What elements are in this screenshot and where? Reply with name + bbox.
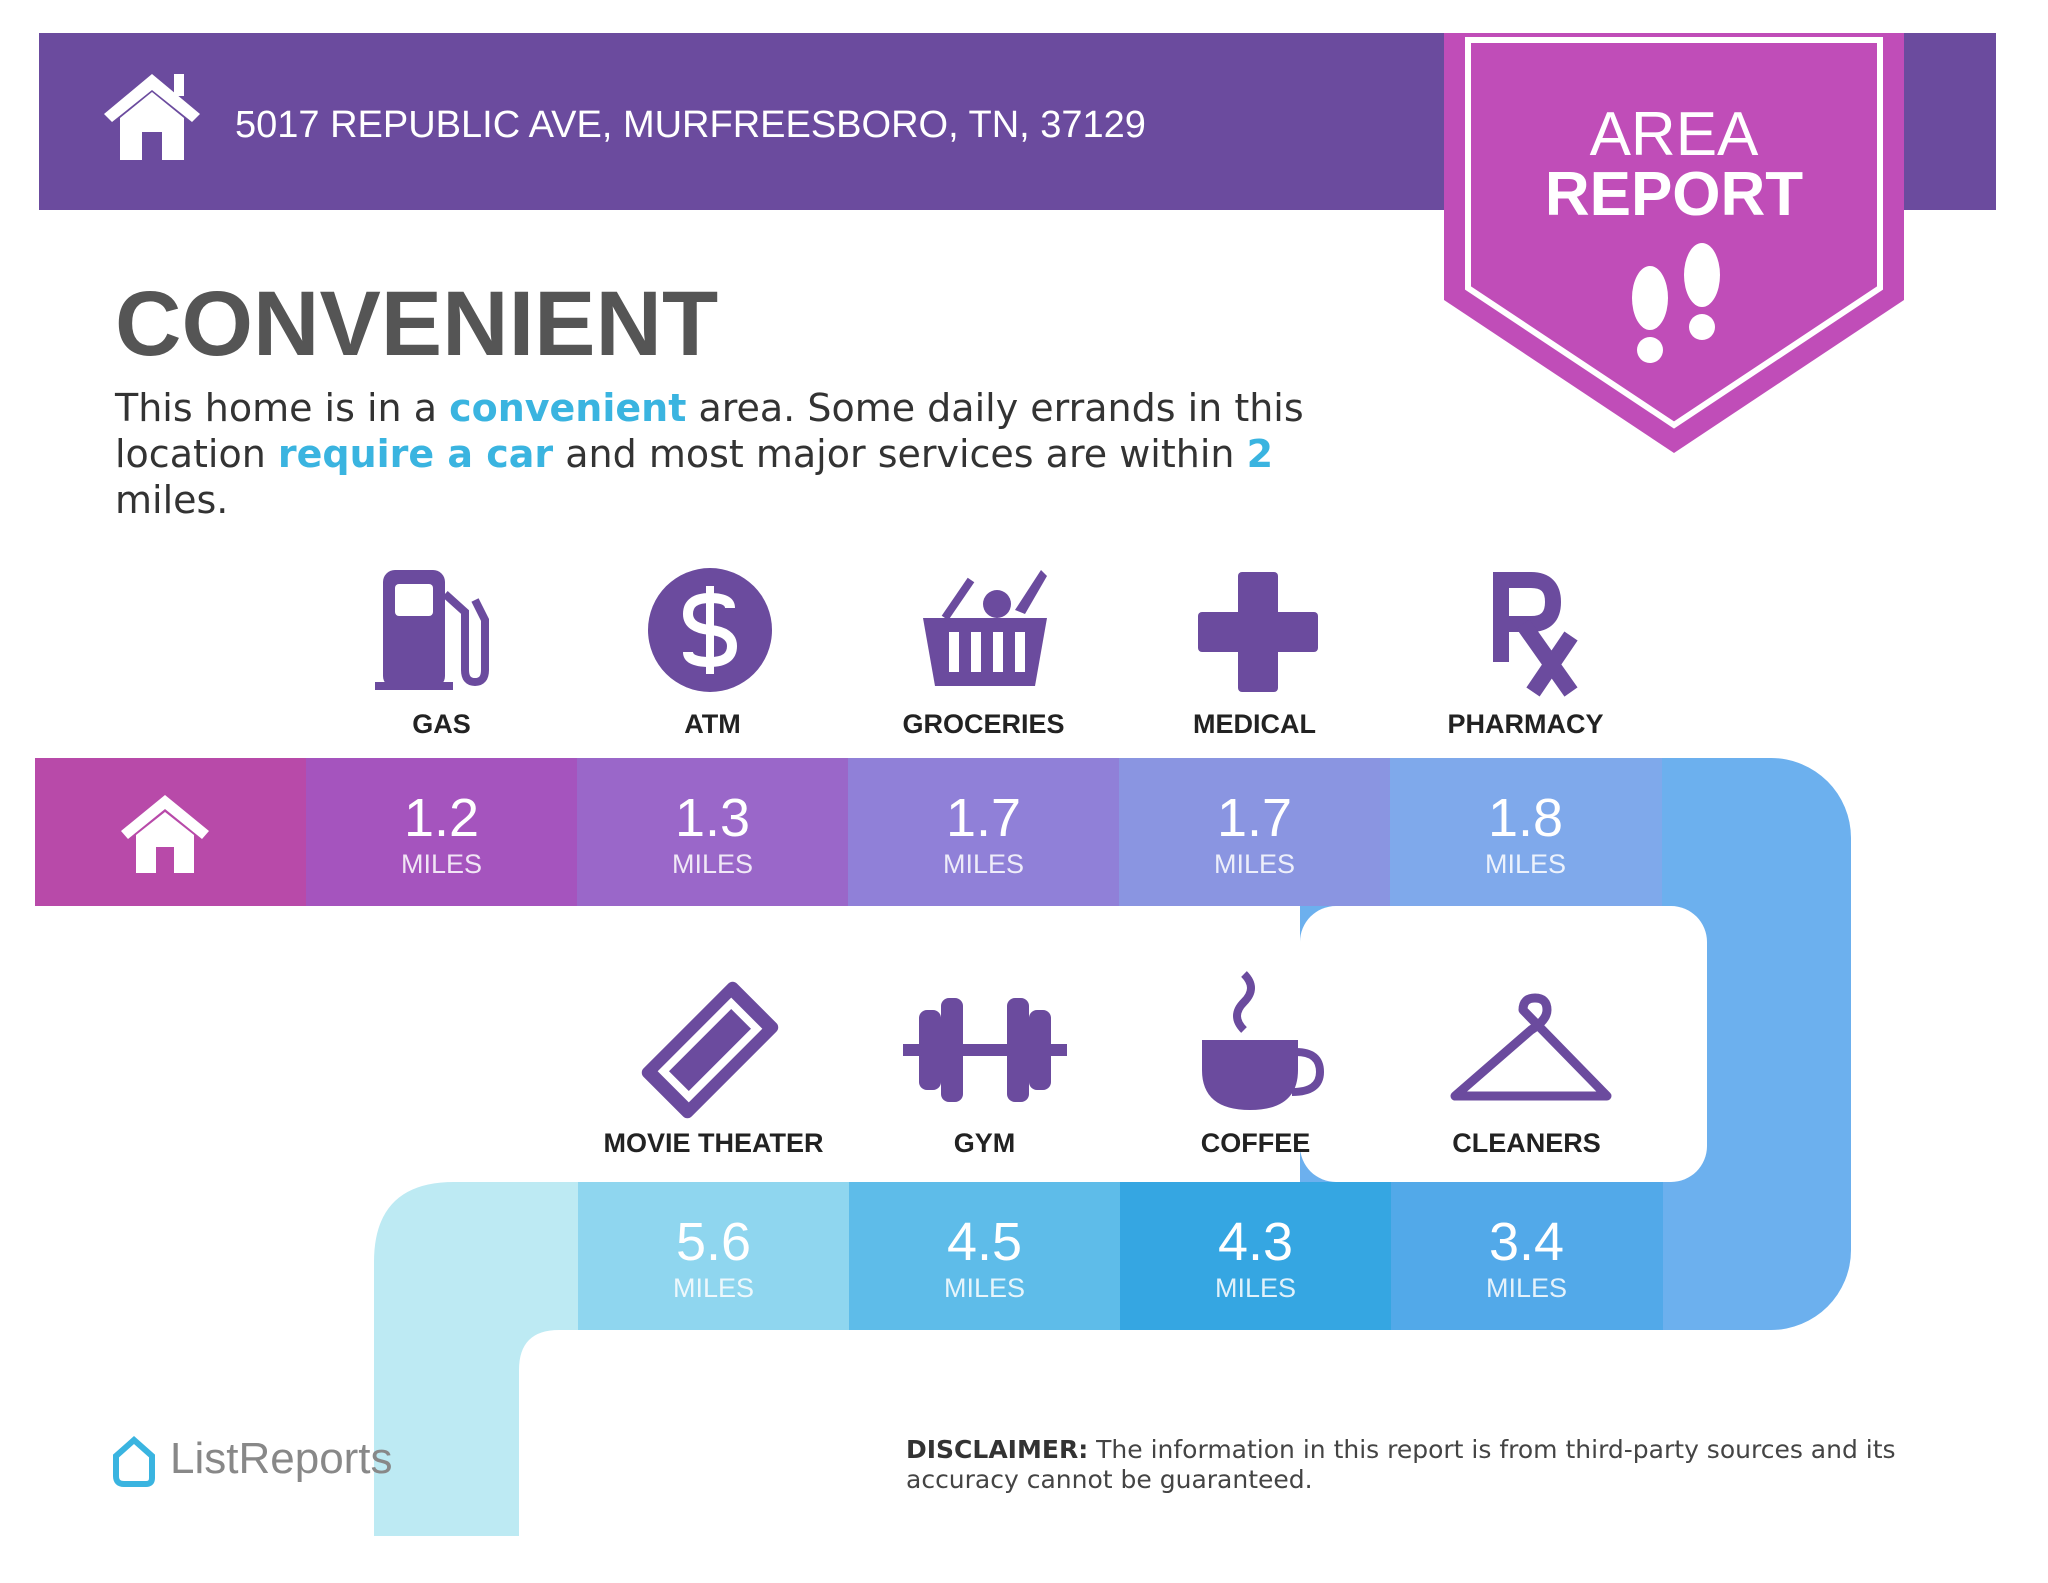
icons-row-1 — [375, 568, 1578, 697]
distance-segment — [1120, 1182, 1392, 1330]
amenity-label: GYM — [954, 1128, 1016, 1158]
distance-segment — [1391, 1182, 1663, 1330]
distance-unit: MILES — [943, 849, 1024, 879]
distance-unit: MILES — [1215, 1273, 1296, 1303]
pharmacy-icon — [1493, 572, 1578, 697]
logo: ListReports — [170, 1434, 393, 1483]
distance-unit: MILES — [1485, 849, 1566, 879]
distance-segment — [306, 758, 578, 906]
distance-unit: MILES — [672, 849, 753, 879]
gas-icon — [375, 570, 489, 690]
amenity-label: MOVIE THEATER — [603, 1128, 823, 1158]
distance-unit: MILES — [944, 1273, 1025, 1303]
movie-icon — [641, 981, 779, 1119]
home-icon — [121, 795, 209, 873]
address: 5017 REPUBLIC AVE, MURFREESBORO, TN, 371… — [235, 104, 1146, 146]
distance-value: 5.6 — [676, 1212, 751, 1272]
icons-row-2 — [641, 971, 1612, 1119]
badge-line: REPORT — [1545, 160, 1803, 229]
distance-segment — [1119, 758, 1391, 906]
distance-value: 1.8 — [1488, 788, 1563, 848]
distance-segment — [849, 1182, 1121, 1330]
badge — [1444, 33, 1904, 453]
badge-line: AREA — [1590, 100, 1759, 169]
amenity-label: ATM — [684, 709, 740, 739]
cleaners-icon — [1450, 993, 1612, 1101]
distance-unit: MILES — [1214, 849, 1295, 879]
amenity-label: GROCERIES — [902, 709, 1064, 739]
distance-segment — [577, 758, 849, 906]
title: CONVENIENT — [115, 273, 718, 375]
disclaimer: DISCLAIMER: The information in this repo… — [906, 1435, 1926, 1495]
amenity-label: MEDICAL — [1193, 709, 1316, 739]
distance-value: 3.4 — [1489, 1212, 1564, 1272]
gym-icon — [903, 998, 1067, 1102]
medical-icon — [1198, 572, 1318, 692]
distance-unit: MILES — [673, 1273, 754, 1303]
distance-segment — [578, 1182, 850, 1330]
logo-icon — [113, 1435, 155, 1487]
badge-border — [1465, 37, 1883, 429]
description: This home is in a convenient area. Some … — [115, 385, 1395, 523]
distance-rows: 1.2MILES1.3MILES1.7MILES1.7MILES1.8MILES… — [306, 758, 1663, 1330]
disclaimer-label: DISCLAIMER: — [906, 1435, 1089, 1464]
coffee-icon — [1202, 971, 1325, 1110]
text: miles. — [115, 478, 229, 522]
distance-value: 4.3 — [1218, 1212, 1293, 1272]
groceries-icon — [923, 570, 1047, 686]
footprints-icon — [1632, 243, 1720, 363]
amenity-label: CLEANERS — [1452, 1128, 1601, 1158]
highlight: 2 — [1246, 432, 1274, 476]
text: This home is in a — [115, 386, 450, 430]
distance-value: 1.2 — [404, 788, 479, 848]
distance-segment — [1390, 758, 1662, 906]
highlight: require a car — [277, 432, 554, 476]
atm-icon — [648, 568, 772, 692]
text: and most major services are within — [553, 432, 1247, 476]
highlight: convenient — [449, 386, 687, 430]
amenity-label: PHARMACY — [1447, 709, 1603, 739]
band-inner — [1300, 906, 1707, 1182]
distance-unit: MILES — [1486, 1273, 1567, 1303]
distance-value: 1.7 — [1217, 788, 1292, 848]
amenity-label: COFFEE — [1201, 1128, 1311, 1158]
text: area. Some daily errands in this locatio… — [115, 386, 1304, 476]
distance-value: 1.3 — [675, 788, 750, 848]
distance-segment — [848, 758, 1120, 906]
distance-unit: MILES — [401, 849, 482, 879]
amenity-label: GAS — [412, 709, 471, 739]
band-tail — [374, 1182, 600, 1536]
distance-value: 1.7 — [946, 788, 1021, 848]
disclaimer-text: The information in this report is from t… — [906, 1435, 1896, 1494]
distance-value: 4.5 — [947, 1212, 1022, 1272]
